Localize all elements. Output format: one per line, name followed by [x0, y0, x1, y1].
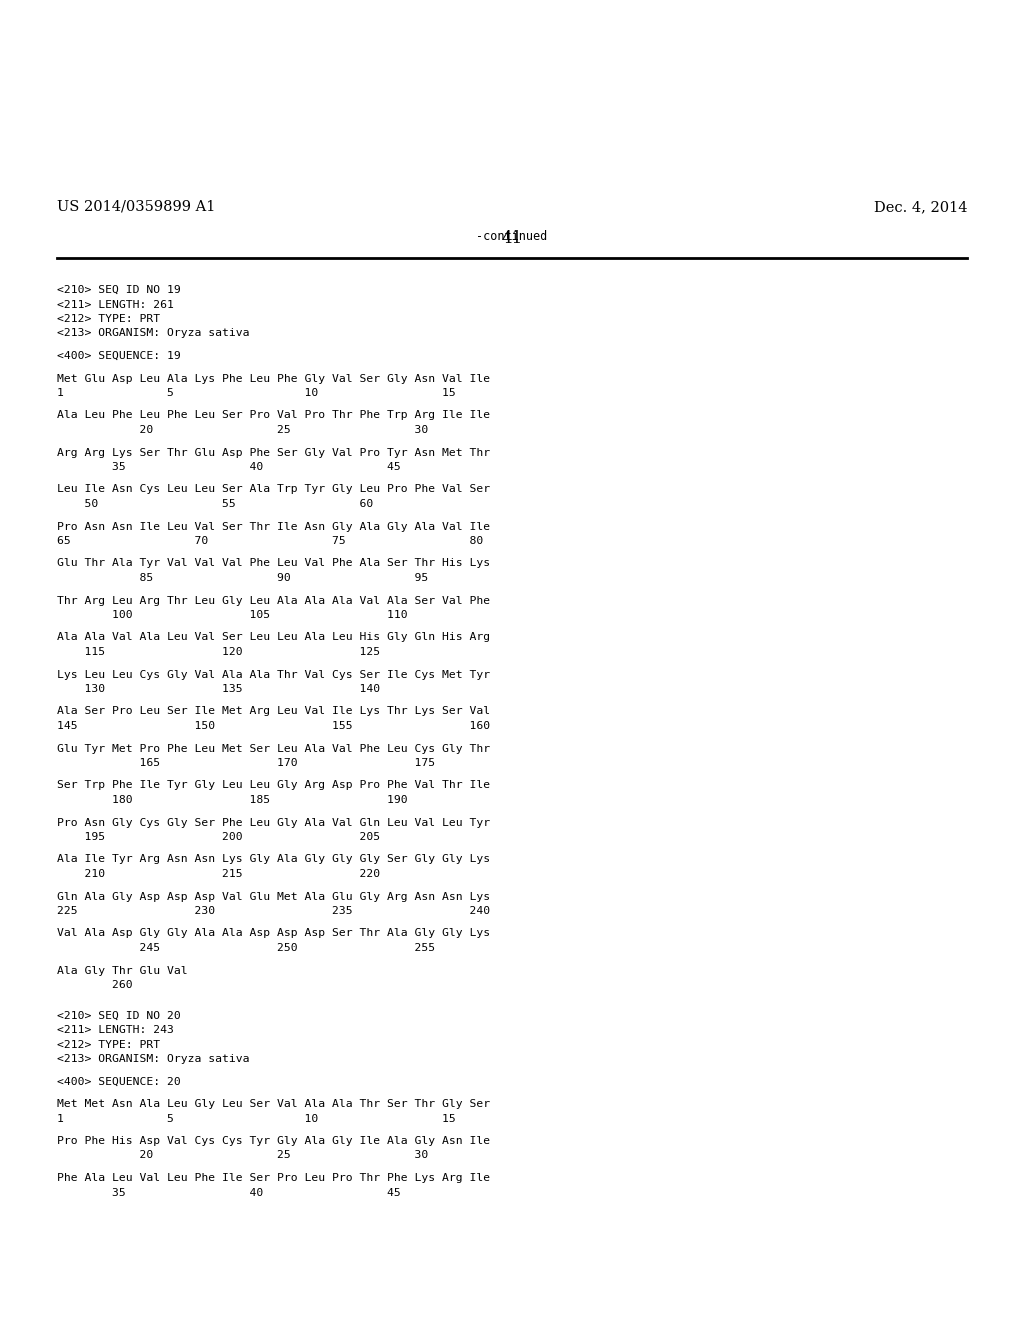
Text: Phe Ala Leu Val Leu Phe Ile Ser Pro Leu Pro Thr Phe Lys Arg Ile: Phe Ala Leu Val Leu Phe Ile Ser Pro Leu … [57, 1173, 490, 1183]
Text: <213> ORGANISM: Oryza sativa: <213> ORGANISM: Oryza sativa [57, 329, 250, 338]
Text: Pro Asn Asn Ile Leu Val Ser Thr Ile Asn Gly Ala Gly Ala Val Ile: Pro Asn Asn Ile Leu Val Ser Thr Ile Asn … [57, 521, 490, 532]
Text: 100                 105                 110: 100 105 110 [57, 610, 408, 620]
Text: 50                  55                  60: 50 55 60 [57, 499, 374, 510]
Text: Ala Ser Pro Leu Ser Ile Met Arg Leu Val Ile Lys Thr Lys Ser Val: Ala Ser Pro Leu Ser Ile Met Arg Leu Val … [57, 706, 490, 717]
Text: US 2014/0359899 A1: US 2014/0359899 A1 [57, 201, 215, 214]
Text: <211> LENGTH: 243: <211> LENGTH: 243 [57, 1026, 174, 1035]
Text: 65                  70                  75                  80: 65 70 75 80 [57, 536, 483, 546]
Text: 130                 135                 140: 130 135 140 [57, 684, 380, 694]
Text: 1               5                   10                  15: 1 5 10 15 [57, 388, 456, 399]
Text: Met Met Asn Ala Leu Gly Leu Ser Val Ala Ala Thr Ser Thr Gly Ser: Met Met Asn Ala Leu Gly Leu Ser Val Ala … [57, 1100, 490, 1109]
Text: <400> SEQUENCE: 19: <400> SEQUENCE: 19 [57, 351, 181, 360]
Text: 1               5                   10                  15: 1 5 10 15 [57, 1114, 456, 1123]
Text: 260: 260 [57, 979, 133, 990]
Text: 245                 250                 255: 245 250 255 [57, 942, 435, 953]
Text: Pro Asn Gly Cys Gly Ser Phe Leu Gly Ala Val Gln Leu Val Leu Tyr: Pro Asn Gly Cys Gly Ser Phe Leu Gly Ala … [57, 817, 490, 828]
Text: Met Glu Asp Leu Ala Lys Phe Leu Phe Gly Val Ser Gly Asn Val Ile: Met Glu Asp Leu Ala Lys Phe Leu Phe Gly … [57, 374, 490, 384]
Text: <211> LENGTH: 261: <211> LENGTH: 261 [57, 300, 174, 309]
Text: 210                 215                 220: 210 215 220 [57, 869, 380, 879]
Text: 35                  40                  45: 35 40 45 [57, 462, 400, 473]
Text: 41: 41 [502, 230, 522, 247]
Text: 20                  25                  30: 20 25 30 [57, 425, 428, 436]
Text: 20                  25                  30: 20 25 30 [57, 1151, 428, 1160]
Text: Ala Leu Phe Leu Phe Leu Ser Pro Val Pro Thr Phe Trp Arg Ile Ile: Ala Leu Phe Leu Phe Leu Ser Pro Val Pro … [57, 411, 490, 421]
Text: 225                 230                 235                 240: 225 230 235 240 [57, 906, 490, 916]
Text: <210> SEQ ID NO 20: <210> SEQ ID NO 20 [57, 1011, 181, 1020]
Text: Ala Ala Val Ala Leu Val Ser Leu Leu Ala Leu His Gly Gln His Arg: Ala Ala Val Ala Leu Val Ser Leu Leu Ala … [57, 632, 490, 643]
Text: <212> TYPE: PRT: <212> TYPE: PRT [57, 1040, 160, 1049]
Text: 35                  40                  45: 35 40 45 [57, 1188, 400, 1197]
Text: <210> SEQ ID NO 19: <210> SEQ ID NO 19 [57, 285, 181, 294]
Text: Val Ala Asp Gly Gly Ala Ala Asp Asp Asp Ser Thr Ala Gly Gly Lys: Val Ala Asp Gly Gly Ala Ala Asp Asp Asp … [57, 928, 490, 939]
Text: -continued: -continued [476, 230, 548, 243]
Text: 115                 120                 125: 115 120 125 [57, 647, 380, 657]
Text: Arg Arg Lys Ser Thr Glu Asp Phe Ser Gly Val Pro Tyr Asn Met Thr: Arg Arg Lys Ser Thr Glu Asp Phe Ser Gly … [57, 447, 490, 458]
Text: Glu Thr Ala Tyr Val Val Val Phe Leu Val Phe Ala Ser Thr His Lys: Glu Thr Ala Tyr Val Val Val Phe Leu Val … [57, 558, 490, 569]
Text: 180                 185                 190: 180 185 190 [57, 795, 408, 805]
Text: 85                  90                  95: 85 90 95 [57, 573, 428, 583]
Text: Ala Ile Tyr Arg Asn Asn Lys Gly Ala Gly Gly Gly Ser Gly Gly Lys: Ala Ile Tyr Arg Asn Asn Lys Gly Ala Gly … [57, 854, 490, 865]
Text: 165                 170                 175: 165 170 175 [57, 758, 435, 768]
Text: <400> SEQUENCE: 20: <400> SEQUENCE: 20 [57, 1077, 181, 1086]
Text: Dec. 4, 2014: Dec. 4, 2014 [873, 201, 967, 214]
Text: <213> ORGANISM: Oryza sativa: <213> ORGANISM: Oryza sativa [57, 1053, 250, 1064]
Text: Gln Ala Gly Asp Asp Asp Val Glu Met Ala Glu Gly Arg Asn Asn Lys: Gln Ala Gly Asp Asp Asp Val Glu Met Ala … [57, 891, 490, 902]
Text: Leu Ile Asn Cys Leu Leu Ser Ala Trp Tyr Gly Leu Pro Phe Val Ser: Leu Ile Asn Cys Leu Leu Ser Ala Trp Tyr … [57, 484, 490, 495]
Text: <212> TYPE: PRT: <212> TYPE: PRT [57, 314, 160, 323]
Text: 195                 200                 205: 195 200 205 [57, 832, 380, 842]
Text: Pro Phe His Asp Val Cys Cys Tyr Gly Ala Gly Ile Ala Gly Asn Ile: Pro Phe His Asp Val Cys Cys Tyr Gly Ala … [57, 1137, 490, 1146]
Text: Ser Trp Phe Ile Tyr Gly Leu Leu Gly Arg Asp Pro Phe Val Thr Ile: Ser Trp Phe Ile Tyr Gly Leu Leu Gly Arg … [57, 780, 490, 791]
Text: Thr Arg Leu Arg Thr Leu Gly Leu Ala Ala Ala Val Ala Ser Val Phe: Thr Arg Leu Arg Thr Leu Gly Leu Ala Ala … [57, 595, 490, 606]
Text: Glu Tyr Met Pro Phe Leu Met Ser Leu Ala Val Phe Leu Cys Gly Thr: Glu Tyr Met Pro Phe Leu Met Ser Leu Ala … [57, 743, 490, 754]
Text: 145                 150                 155                 160: 145 150 155 160 [57, 721, 490, 731]
Text: Ala Gly Thr Glu Val: Ala Gly Thr Glu Val [57, 965, 187, 975]
Text: Lys Leu Leu Cys Gly Val Ala Ala Thr Val Cys Ser Ile Cys Met Tyr: Lys Leu Leu Cys Gly Val Ala Ala Thr Val … [57, 669, 490, 680]
